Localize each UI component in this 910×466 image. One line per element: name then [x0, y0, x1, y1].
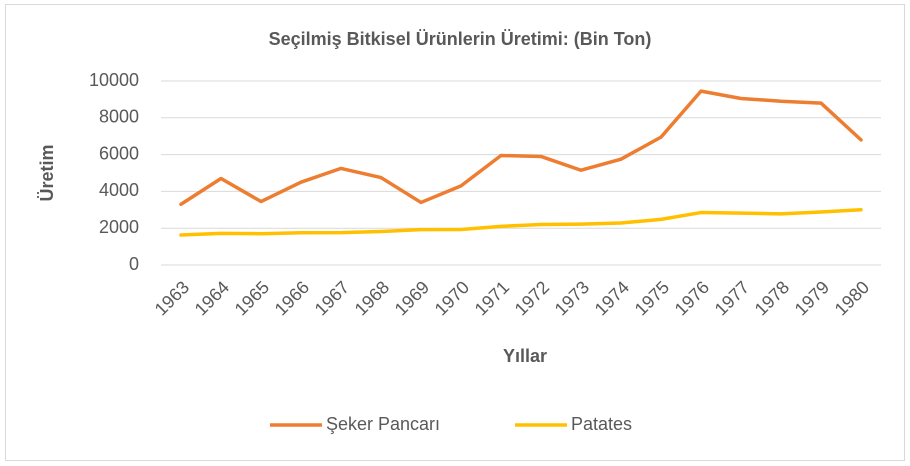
y-tick-label: 4000 — [99, 180, 139, 200]
y-tick-label: 6000 — [99, 143, 139, 163]
legend-label: Patates — [571, 414, 632, 434]
y-tick-label: 2000 — [99, 217, 139, 237]
chart-title: Seçilmiş Bitkisel Ürünlerin Üretimi: (Bi… — [269, 29, 652, 49]
y-tick-label: 0 — [129, 254, 139, 274]
series-line — [179, 208, 863, 237]
x-axis-label: Yıllar — [503, 346, 547, 366]
chart-frame — [5, 4, 905, 461]
legend-label: Şeker Pancarı — [326, 414, 440, 434]
y-tick-label: 8000 — [99, 107, 139, 127]
y-tick-label: 10000 — [89, 70, 139, 90]
y-axis-label: Üretim — [37, 144, 57, 201]
series-line — [179, 89, 863, 207]
